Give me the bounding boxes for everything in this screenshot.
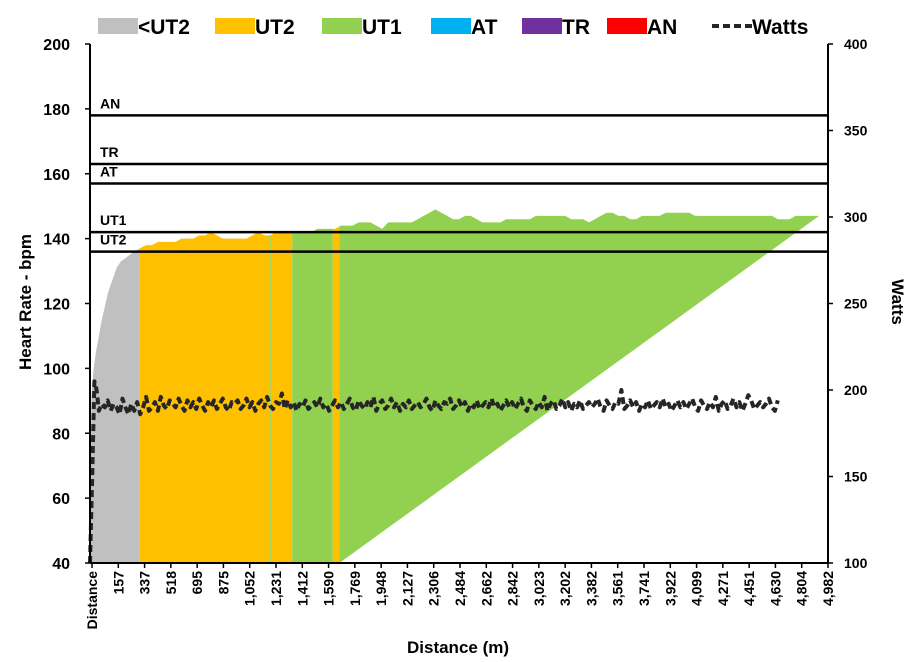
legend-swatch-5 <box>607 18 647 34</box>
right-tick-label: 150 <box>844 469 868 485</box>
zone-label-ut1: UT1 <box>100 212 127 228</box>
zone-area-2 <box>270 234 272 563</box>
x-tick-label: 4,099 <box>689 571 705 606</box>
x-tick-label: 4,982 <box>820 571 836 606</box>
left-tick-label: 160 <box>43 167 70 184</box>
right-tick-label: 250 <box>844 296 868 312</box>
x-tick-label: 3,382 <box>583 571 599 606</box>
left-tick-label: 40 <box>52 556 70 573</box>
zone-area-1 <box>139 232 271 563</box>
x-tick-label: 1,590 <box>321 571 337 606</box>
legend: <UT2 UT2 UT1 AT TR AN Watts <box>98 16 808 39</box>
right-axis-ticks: 100 150 200 250 300 350 400 <box>828 36 868 571</box>
left-tick-label: 100 <box>43 361 70 378</box>
x-tick-label: 518 <box>163 571 179 595</box>
x-tick-label: 2,842 <box>505 571 521 606</box>
x-tick-label: 337 <box>137 571 153 595</box>
x-tick-label: 3,922 <box>662 571 678 606</box>
x-tick-label: 4,804 <box>794 571 810 606</box>
x-tick-label: 2,306 <box>426 571 442 606</box>
legend-swatch-2 <box>322 18 362 34</box>
x-tick-label: 3,561 <box>610 571 626 606</box>
x-tick-label: 695 <box>189 571 205 595</box>
x-tick-label: Distance <box>84 571 100 630</box>
right-tick-label: 350 <box>844 123 868 139</box>
x-tick-label: 1,769 <box>347 571 363 606</box>
left-tick-label: 140 <box>43 232 70 249</box>
x-tick-label: 4,630 <box>767 571 783 606</box>
zone-area-5 <box>332 226 340 563</box>
zone-label-at: AT <box>100 163 118 179</box>
x-tick-label: 4,451 <box>741 571 757 606</box>
x-tick-label: 2,662 <box>478 571 494 606</box>
axis-titles: Distance (m) Heart Rate - bpm Watts <box>16 234 907 657</box>
x-tick-label: 875 <box>215 571 231 595</box>
x-axis-title: Distance (m) <box>407 638 509 657</box>
left-tick-label: 180 <box>43 102 70 119</box>
left-tick-label: 120 <box>43 297 70 314</box>
right-tick-label: 200 <box>844 382 868 398</box>
x-tick-label: 3,741 <box>636 571 652 606</box>
legend-swatch-1 <box>215 18 255 34</box>
zone-boundary-lines: UT2 UT1 AT TR AN <box>90 95 828 253</box>
x-tick-label: 1,052 <box>242 571 258 606</box>
zone-label-an: AN <box>100 95 120 111</box>
legend-label-1: UT2 <box>255 16 295 39</box>
legend-label-0: <UT2 <box>138 16 190 39</box>
legend-label-5: AN <box>647 16 677 39</box>
left-axis-title: Heart Rate - bpm <box>16 234 35 370</box>
legend-label-watts: Watts <box>752 16 808 39</box>
x-tick-label: 3,023 <box>531 571 547 606</box>
left-tick-label: 200 <box>43 37 70 54</box>
legend-swatch-0 <box>98 18 138 34</box>
legend-label-4: TR <box>562 16 590 39</box>
zone-areas <box>90 209 820 563</box>
right-axis-title: Watts <box>888 279 907 325</box>
legend-swatch-4 <box>522 18 562 34</box>
x-tick-label: 1,948 <box>373 571 389 606</box>
left-axis-ticks: 40 60 80 100 120 140 160 180 200 <box>43 37 90 573</box>
x-axis-ticks: Distance 157 337 518 695 875 1,052 1,231 1,412 1,… <box>84 563 836 629</box>
left-tick-label: 60 <box>52 491 70 508</box>
x-tick-label: 1,412 <box>294 571 310 606</box>
legend-label-2: UT1 <box>362 16 402 39</box>
x-tick-label: 157 <box>110 571 126 595</box>
x-tick-label: 4,271 <box>715 571 731 606</box>
left-tick-label: 80 <box>52 426 70 443</box>
x-tick-label: 2,127 <box>399 571 415 606</box>
zone-area-4 <box>292 228 333 563</box>
x-tick-label: 3,202 <box>557 571 573 606</box>
zone-label-tr: TR <box>100 144 119 160</box>
zone-label-ut2: UT2 <box>100 232 127 248</box>
x-tick-label: 1,231 <box>268 571 284 606</box>
right-tick-label: 100 <box>844 555 868 571</box>
x-tick-label: 2,484 <box>452 571 468 606</box>
legend-label-3: AT <box>471 16 498 39</box>
right-tick-label: 300 <box>844 209 868 225</box>
right-tick-label: 400 <box>844 36 868 52</box>
legend-swatch-3 <box>431 18 471 34</box>
zone-area-6 <box>339 209 820 563</box>
